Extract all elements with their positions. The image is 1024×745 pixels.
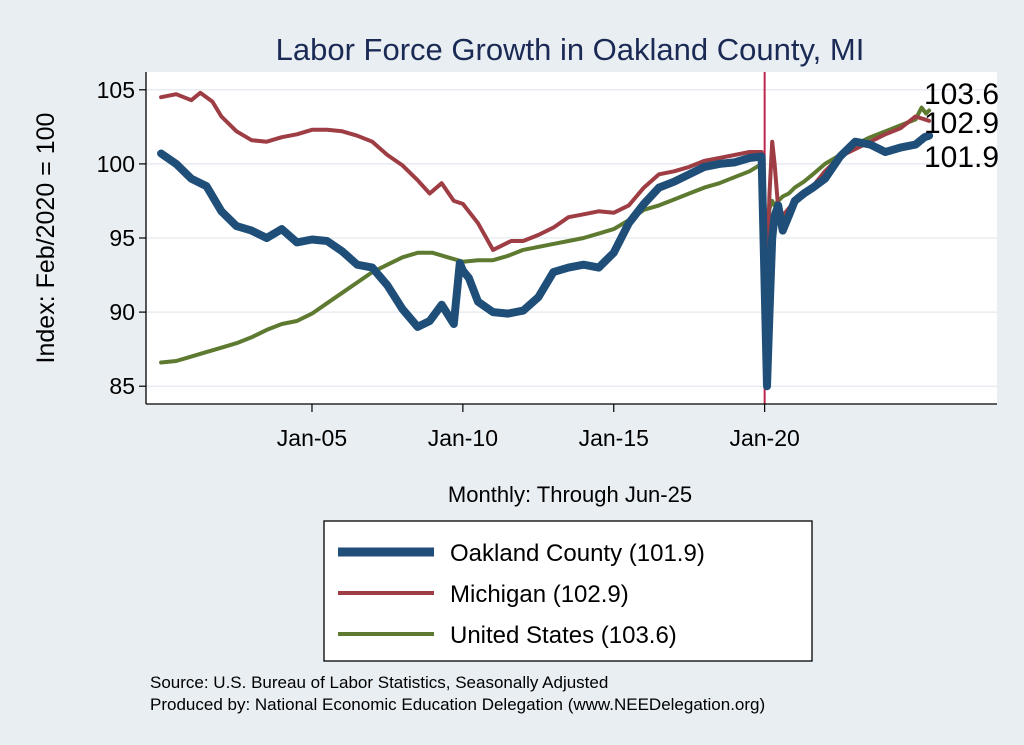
chart-title: Labor Force Growth in Oakland County, MI bbox=[276, 32, 865, 67]
x-tick-label-Jan-10: Jan-10 bbox=[428, 425, 498, 451]
y-tick-label-90: 90 bbox=[109, 299, 135, 325]
series-line-oakland-county bbox=[157, 131, 934, 391]
producer-note: Produced by: National Economic Education… bbox=[150, 695, 765, 714]
y-tick-label-105: 105 bbox=[97, 77, 135, 103]
end-label-michigan: 102.9 bbox=[924, 107, 999, 140]
source-note: Source: U.S. Bureau of Labor Statistics,… bbox=[150, 673, 608, 692]
end-label-us: 103.6 bbox=[924, 78, 999, 111]
x-tick-label-Jan-05: Jan-05 bbox=[277, 425, 347, 451]
series-layer bbox=[157, 90, 934, 391]
y-tick-label-85: 85 bbox=[109, 373, 135, 399]
y-tick-label-95: 95 bbox=[109, 225, 135, 251]
legend-label-oakland: Oakland County (101.9) bbox=[450, 540, 705, 567]
y-axis-title: Index: Feb/2020 = 100 bbox=[32, 113, 60, 364]
y-tick-label-100: 100 bbox=[97, 151, 135, 177]
series-line-united-states bbox=[159, 105, 932, 365]
end-label-oakland: 101.9 bbox=[924, 141, 999, 174]
x-axis-ticks: Jan-05 Jan-10 Jan-15 Jan-20 bbox=[277, 404, 800, 451]
x-tick-label-Jan-20: Jan-20 bbox=[729, 425, 799, 451]
x-axis-title: Monthly: Through Jun-25 bbox=[448, 482, 692, 507]
gridlines bbox=[146, 89, 997, 387]
x-tick-label-Jan-15: Jan-15 bbox=[579, 425, 649, 451]
y-axis-ticks: 85 90 95 100 105 bbox=[97, 77, 146, 399]
legend-label-us: United States (103.6) bbox=[450, 622, 677, 649]
legend: Oakland County (101.9) Michigan (102.9) … bbox=[323, 520, 813, 662]
legend-label-michigan: Michigan (102.9) bbox=[450, 581, 629, 608]
